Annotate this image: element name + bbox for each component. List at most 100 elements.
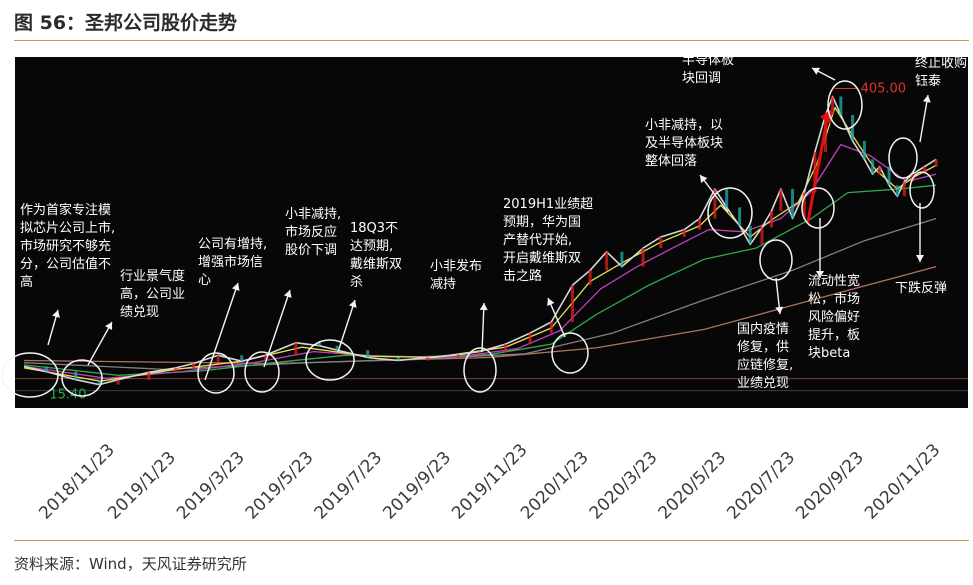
price-candle	[713, 188, 717, 219]
price-candle	[317, 342, 321, 346]
annotation-arrowhead	[105, 322, 113, 331]
annotation: 国内疫情修复，供应链修复, 业绩兑现	[737, 239, 793, 391]
annotation-circle	[61, 359, 103, 397]
annotation-arrow	[919, 94, 929, 143]
annotation-line: 高	[20, 274, 33, 290]
annotation-line: 流动性宽	[808, 273, 860, 289]
annotation-line: 击之路	[503, 268, 542, 284]
annotation-line: 拟芯片公司上市,	[20, 220, 115, 236]
price-candle	[97, 379, 101, 385]
price-candle	[934, 159, 938, 167]
annotation-circle	[305, 339, 355, 381]
annotation-line: 绩兑现	[120, 305, 159, 320]
annotation-circle	[888, 137, 918, 179]
price-candle	[895, 185, 899, 197]
x-tick-label: 2019/9/23	[379, 448, 455, 524]
price-candle	[802, 192, 806, 219]
x-tick-label: 2020/7/23	[723, 448, 799, 524]
price-candle	[74, 371, 78, 380]
price-candle	[791, 188, 795, 219]
annotation: 公司有增持, 增强市场信心	[197, 237, 267, 394]
price-candle	[570, 285, 574, 323]
max-price-label: 405.00	[861, 81, 907, 96]
price-candle	[216, 355, 220, 364]
x-tick-label: 2019/5/23	[242, 448, 318, 524]
annotation: 流动性宽松，市场风险偏好提升，板块beta	[801, 187, 860, 361]
title-divider	[14, 40, 969, 41]
annotation-arrow	[481, 302, 485, 353]
annotation-arrow	[337, 299, 356, 353]
price-candle	[191, 363, 195, 368]
annotation-label: 2019H1业绩超预期，华为国产替代开始, 开启戴维斯双击之路	[503, 197, 593, 284]
series-line-1	[23, 106, 937, 382]
annotation: 2019H1业绩超预期，华为国产替代开始, 开启戴维斯双击之路	[503, 197, 593, 374]
annotation-circle	[463, 347, 497, 393]
annotation-line: 减持	[430, 277, 456, 292]
annotation-arrowhead	[479, 303, 488, 311]
series-line-4	[23, 217, 937, 371]
price-candle	[263, 355, 267, 362]
annotation-label: 下跌反弹	[895, 280, 947, 296]
annotation-line: 国内疫情	[737, 321, 789, 337]
annotation: 小非减持，以及半导体板块整体回落	[645, 118, 753, 239]
annotation-line: 高，公司业	[120, 286, 185, 302]
price-candle	[725, 188, 729, 208]
annotation-line: 杀	[350, 275, 363, 290]
annotation: 小非减持, 市场反应股价下调	[244, 207, 341, 393]
annotation-line: 预期，华为国	[503, 215, 581, 230]
annotation-line: 下跌反弹	[895, 280, 947, 296]
figure-title: 图 56：圣邦公司股价走势	[14, 12, 238, 34]
annotation-label: 行业景气度高，公司业绩兑现	[120, 268, 185, 320]
annotation-arrowhead	[816, 271, 824, 278]
annotation-arrowhead	[231, 283, 240, 291]
price-candle	[748, 225, 752, 245]
annotation-circle	[801, 187, 835, 229]
annotation-line: 整体回落	[645, 154, 697, 169]
annotation-line: 小非减持,	[285, 207, 341, 222]
annotation-label: 国内疫情修复，供应链修复, 业绩兑现	[737, 321, 793, 391]
annotation-line: 风险偏好	[808, 310, 860, 325]
price-candle	[902, 181, 906, 197]
annotation-line: 半导体板	[682, 53, 734, 68]
annotation-line: 钰泰	[915, 74, 941, 89]
price-candle	[477, 351, 481, 355]
annotation-line: 开启戴维斯双	[503, 251, 581, 266]
price-candle	[698, 218, 702, 230]
annotation-line: 及半导体板块	[645, 136, 723, 151]
annotation-line: 行业景气度	[120, 268, 185, 284]
annotation-line: 块beta	[808, 346, 850, 361]
price-candle	[147, 372, 151, 380]
annotation-arrow	[699, 174, 729, 213]
price-candle	[922, 166, 926, 175]
annotation-line: 18Q3不	[350, 221, 398, 236]
annotation-label: 作为首家专注模拟芯片公司上市, 市场研究不够充分，公司估值不高	[20, 202, 115, 290]
annotation-label: 18Q3不达预期, 戴维斯双杀	[350, 221, 402, 290]
annotation-line: 公司有增持,	[198, 237, 267, 252]
x-tick-label: 2020/11/23	[861, 440, 944, 523]
annotation-line: 应链修复,	[737, 357, 793, 373]
price-candle	[294, 342, 298, 356]
annotation-line: 提升，板	[808, 327, 860, 343]
price-candle	[426, 357, 430, 361]
price-candle	[738, 207, 742, 226]
series-line-5	[23, 265, 937, 365]
price-candle	[174, 367, 178, 373]
annotation-label: 小非减持, 市场反应股价下调	[285, 207, 341, 258]
x-tick-label: 2020/9/23	[792, 448, 868, 524]
x-tick-label: 2020/3/23	[586, 448, 662, 524]
annotation: 行业景气度高，公司业绩兑现	[61, 268, 185, 397]
annotation-arrowhead	[916, 255, 924, 262]
annotation-arrow	[263, 289, 291, 368]
annotation-line: 达预期,	[350, 239, 393, 254]
annotation-line: 业绩兑现	[737, 376, 789, 391]
annotation: 下跌反弹	[895, 171, 947, 296]
price-candle	[366, 350, 370, 358]
price-candle	[813, 151, 817, 193]
annotation-line: 市场研究不够充	[20, 238, 111, 254]
annotation-circle	[1, 352, 59, 398]
x-tick-label: 2020/1/23	[517, 448, 593, 524]
annotation-arrow	[547, 297, 566, 338]
x-tick-label: 2019/3/23	[173, 448, 249, 524]
annotation-arrowhead	[283, 290, 292, 298]
price-candle	[862, 140, 866, 160]
